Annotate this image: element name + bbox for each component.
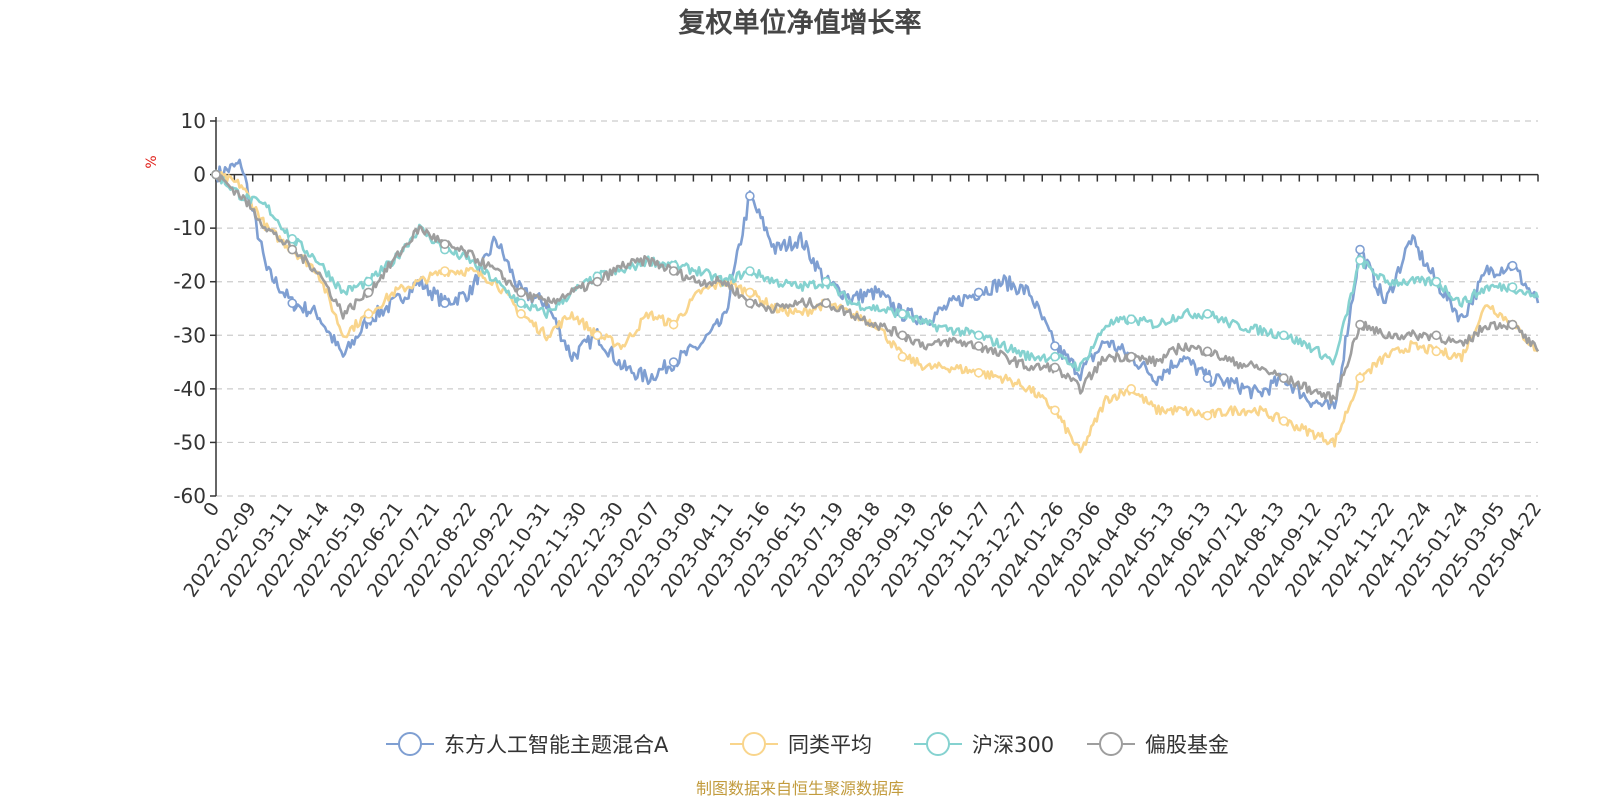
data-point [668, 357, 679, 367]
y-tick-label: -60 [173, 484, 206, 508]
x-tick-label: 0 [199, 498, 224, 521]
y-axis-unit: % [144, 155, 160, 168]
y-tick-label: 0 [193, 163, 206, 187]
data-point [363, 287, 374, 298]
data-point [1050, 362, 1060, 373]
y-tick-label: -50 [173, 430, 206, 454]
data-point [1278, 416, 1289, 426]
data-point [1431, 346, 1442, 357]
series-line [215, 171, 1539, 454]
y-tick-label: -30 [173, 323, 206, 347]
data-point [897, 309, 908, 319]
data-point [1202, 346, 1213, 357]
data-point [363, 276, 374, 287]
data-point [1278, 373, 1289, 383]
legend: 东方人工智能主题混合A 同类平均 沪深300 偏股基金 [386, 732, 1229, 757]
legend-label: 偏股基金 [1145, 733, 1229, 757]
series-lines [211, 158, 1540, 454]
y-tick-label: -10 [173, 216, 206, 240]
data-point [1126, 314, 1137, 325]
data-point [973, 330, 984, 341]
legend-label: 沪深300 [972, 733, 1054, 757]
data-point [287, 244, 298, 255]
data-point [592, 330, 603, 341]
data-point [592, 276, 603, 287]
data-point [668, 266, 679, 276]
legend-label: 同类平均 [788, 733, 872, 757]
grid-lines [216, 120, 1538, 497]
data-point [440, 239, 450, 250]
data-point [973, 287, 984, 298]
data-point [1355, 319, 1365, 330]
data-point [1507, 260, 1518, 271]
data-point [211, 169, 221, 180]
y-axis: 10 0 -10 -20 -30 -40 -50 -60 [173, 109, 217, 508]
data-point [897, 330, 908, 341]
data-point [1355, 244, 1365, 255]
legend-label: 东方人工智能主题混合A [444, 733, 669, 757]
y-tick-label: 10 [181, 109, 206, 133]
data-point [821, 276, 831, 287]
y-tick-label: -40 [173, 377, 206, 401]
data-point [745, 266, 755, 276]
data-point [1202, 410, 1213, 421]
data-point [440, 266, 450, 276]
y-tick-label: -20 [173, 270, 206, 294]
data-point [1355, 255, 1365, 266]
data-point [1050, 405, 1060, 416]
data-point [516, 309, 526, 319]
data-point [1202, 373, 1213, 383]
data-point [516, 287, 526, 298]
series-line [214, 158, 1540, 410]
data-point [287, 298, 298, 308]
data-point [1355, 373, 1365, 383]
data-point [1278, 330, 1289, 341]
data-point [1126, 351, 1137, 362]
legend-marker [1099, 732, 1123, 756]
legend-marker [398, 732, 422, 756]
data-point [745, 287, 755, 298]
source-note: 制图数据来自恒生聚源数据库 [696, 779, 904, 798]
series-line [215, 172, 1540, 372]
data-point [363, 309, 374, 319]
data-point [516, 298, 526, 308]
data-point [1050, 351, 1060, 362]
data-point [1507, 319, 1518, 330]
data-point [745, 298, 755, 308]
data-point [973, 341, 984, 351]
data-point [1050, 341, 1060, 351]
data-point [287, 234, 298, 244]
data-point [821, 298, 831, 308]
data-point [1431, 276, 1442, 287]
series-line [214, 174, 1540, 404]
data-point [897, 351, 908, 362]
data-point [745, 191, 755, 201]
data-point [1202, 309, 1213, 319]
data-point [1431, 330, 1442, 341]
data-point [1126, 384, 1137, 394]
chart-title: 复权单位净值增长率 [679, 7, 922, 39]
legend-marker [742, 732, 766, 756]
data-point [440, 298, 450, 308]
legend-marker [926, 732, 950, 756]
data-point [1507, 282, 1518, 292]
data-point [668, 319, 679, 330]
x-axis: 02022-02-092022-03-112022-04-142022-05-1… [179, 173, 1546, 601]
data-point [973, 367, 984, 378]
